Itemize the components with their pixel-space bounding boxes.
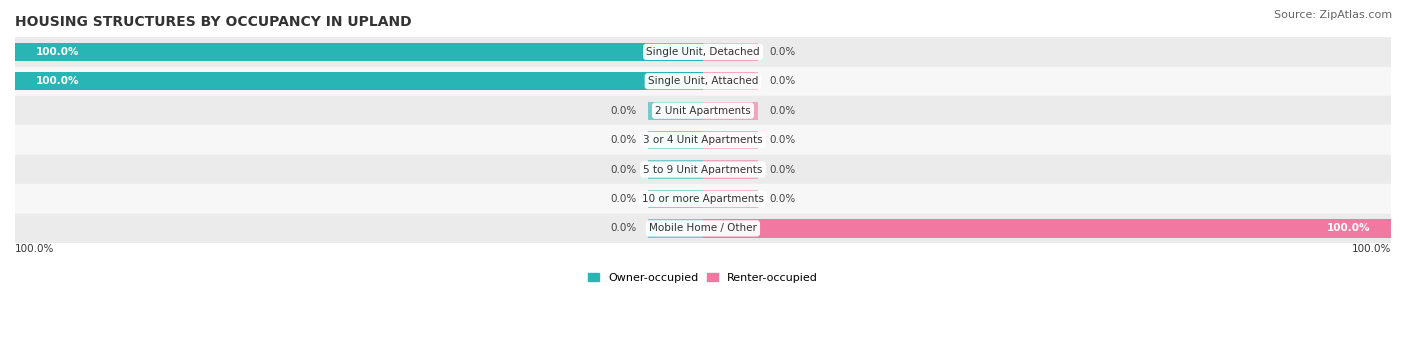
Text: 3 or 4 Unit Apartments: 3 or 4 Unit Apartments xyxy=(643,135,763,145)
Bar xyxy=(703,190,758,208)
Bar xyxy=(703,160,758,179)
Text: 100.0%: 100.0% xyxy=(15,244,55,254)
Text: 10 or more Apartments: 10 or more Apartments xyxy=(643,194,763,204)
Bar xyxy=(703,131,758,149)
Bar xyxy=(15,155,1391,184)
Text: 0.0%: 0.0% xyxy=(610,165,637,175)
Text: 0.0%: 0.0% xyxy=(769,194,796,204)
Text: Single Unit, Attached: Single Unit, Attached xyxy=(648,76,758,86)
Text: 0.0%: 0.0% xyxy=(769,47,796,57)
Bar xyxy=(703,102,758,120)
Text: 100.0%: 100.0% xyxy=(35,47,79,57)
Text: HOUSING STRUCTURES BY OCCUPANCY IN UPLAND: HOUSING STRUCTURES BY OCCUPANCY IN UPLAN… xyxy=(15,15,412,29)
Text: 0.0%: 0.0% xyxy=(769,135,796,145)
Text: 2 Unit Apartments: 2 Unit Apartments xyxy=(655,106,751,116)
Text: 0.0%: 0.0% xyxy=(769,106,796,116)
Bar xyxy=(703,43,758,61)
Bar xyxy=(15,43,703,61)
Text: 0.0%: 0.0% xyxy=(610,106,637,116)
Bar xyxy=(703,219,1391,238)
Bar xyxy=(15,214,1391,243)
Text: 0.0%: 0.0% xyxy=(610,135,637,145)
Text: 100.0%: 100.0% xyxy=(35,76,79,86)
Text: 5 to 9 Unit Apartments: 5 to 9 Unit Apartments xyxy=(644,165,762,175)
Text: 0.0%: 0.0% xyxy=(769,76,796,86)
Text: 0.0%: 0.0% xyxy=(769,165,796,175)
Text: 0.0%: 0.0% xyxy=(610,223,637,233)
Text: Single Unit, Detached: Single Unit, Detached xyxy=(647,47,759,57)
Text: Mobile Home / Other: Mobile Home / Other xyxy=(650,223,756,233)
Bar xyxy=(15,66,1391,96)
Bar xyxy=(648,102,703,120)
Bar xyxy=(15,184,1391,214)
Text: 100.0%: 100.0% xyxy=(1351,244,1391,254)
Text: 100.0%: 100.0% xyxy=(1327,223,1371,233)
Bar xyxy=(15,125,1391,155)
Bar xyxy=(648,160,703,179)
Bar xyxy=(648,131,703,149)
Bar xyxy=(15,96,1391,125)
Bar xyxy=(15,72,703,90)
Bar xyxy=(703,72,758,90)
Bar xyxy=(648,190,703,208)
Bar xyxy=(15,37,1391,66)
Bar xyxy=(648,219,703,238)
Text: 0.0%: 0.0% xyxy=(610,194,637,204)
Legend: Owner-occupied, Renter-occupied: Owner-occupied, Renter-occupied xyxy=(588,273,818,283)
Text: Source: ZipAtlas.com: Source: ZipAtlas.com xyxy=(1274,10,1392,20)
